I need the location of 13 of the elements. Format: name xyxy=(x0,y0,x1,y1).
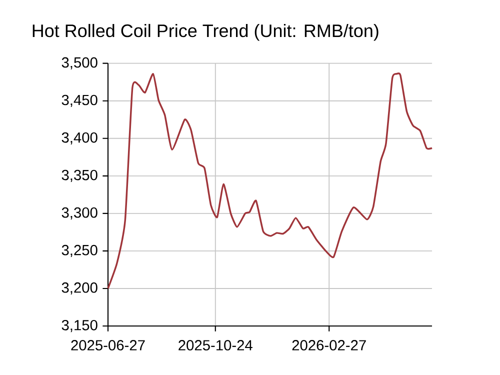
y-tick-label: 3,400 xyxy=(62,132,98,144)
x-tick-label: 2025-06-27 xyxy=(71,340,145,350)
x-tick-label: 2025-10-24 xyxy=(178,340,252,350)
y-tick-label: 3,450 xyxy=(62,94,98,107)
y-tick-label: 3,300 xyxy=(62,207,98,220)
x-tick-label: 2026-02-27 xyxy=(292,340,366,350)
y-tick-label: 3,350 xyxy=(62,170,98,182)
chart-title: Hot Rolled Coil Price Trend (Unit: RMB/ton) xyxy=(32,24,378,41)
y-tick-label: 3,200 xyxy=(62,282,98,295)
y-tick-label: 3,150 xyxy=(62,320,98,332)
line-series xyxy=(107,72,433,290)
y-tick-label: 3,500 xyxy=(62,57,98,70)
y-tick-label: 3,250 xyxy=(62,244,98,258)
